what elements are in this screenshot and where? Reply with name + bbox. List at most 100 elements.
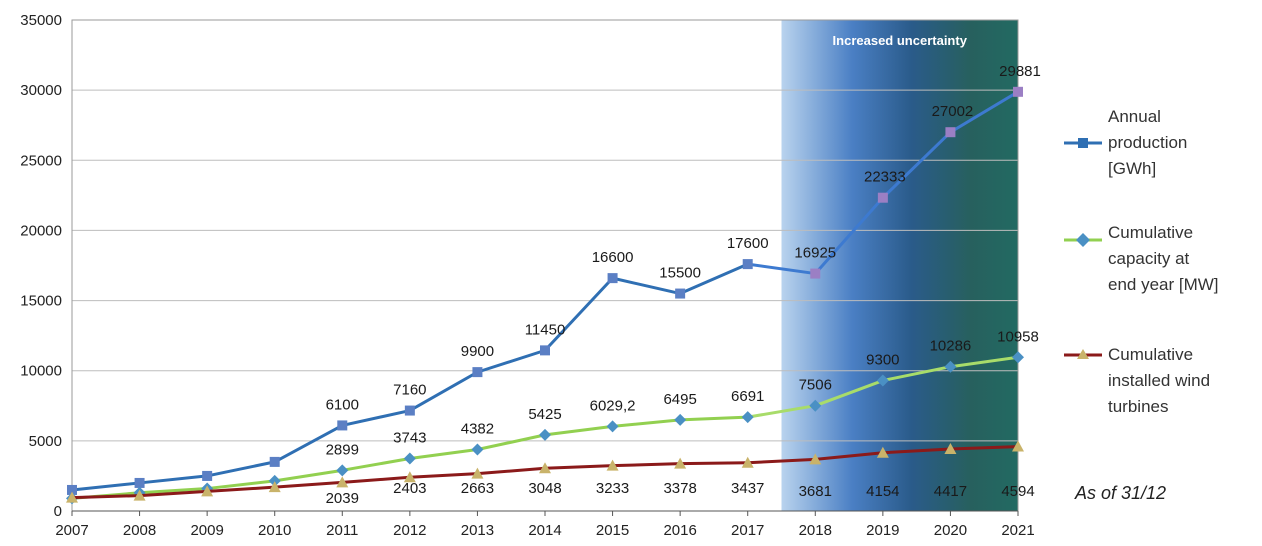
capacity-point-2014 [539,428,551,441]
turbines-label-2014: 3048 [528,480,561,497]
turbines-point-2013 [471,467,484,479]
turbines-segment-2013 [475,466,547,476]
turbines-segment-2011 [340,475,412,484]
capacity-segment-2016 [678,415,750,422]
capacity-segment-2014 [543,424,615,437]
production-point-2013 [472,367,483,378]
turbines-label-2020: 4417 [934,483,967,500]
production-point-2014 [540,345,550,356]
turbines-point-2019 [876,446,889,458]
legend-text-production-2: production [1108,133,1187,152]
turbines-point-2015 [606,459,619,471]
capacity-segment-2017 [746,404,817,419]
production-label-2012: 7160 [393,382,426,399]
production-point-2015 [607,273,618,284]
x-tick-2017: 2017 [731,522,764,539]
production-segment-2014 [543,276,615,352]
legend-text-turbines-2: installed wind [1108,371,1210,390]
capacity-segment-2009 [205,479,277,491]
capacity-point-2016 [674,413,687,426]
legend-entry-production: Annual production [GWh] [1064,107,1187,178]
production-segment-2008 [138,474,209,485]
x-tick-2013: 2013 [461,522,494,539]
capacity-label-2017: 6691 [731,388,764,405]
turbines-label-2013: 2663 [461,480,494,497]
turbines-point-2017 [741,456,754,468]
capacity-label-2012: 3743 [393,429,426,446]
production-label-2015: 16600 [592,249,634,266]
capacity-point-2015 [606,420,619,433]
x-tick-2021: 2021 [1001,522,1034,539]
production-label-2020: 27002 [932,103,974,120]
production-point-2007 [67,484,77,495]
x-tick-2020: 2020 [934,522,967,539]
x-tick-2010: 2010 [258,522,291,539]
turbines-point-2021 [1012,440,1024,452]
y-tick-15000: 15000 [20,293,62,310]
y-tick-20000: 20000 [20,222,62,239]
legend-entry-turbines: Cumulative installed wind turbines [1064,345,1210,416]
legend-marker-capacity [1076,233,1090,247]
y-tick-0: 0 [54,503,62,520]
turbines-point-2012 [403,471,416,483]
turbines-segment-2015 [611,462,682,468]
production-segment-2013 [475,348,547,374]
production-label-2014: 11450 [525,321,566,338]
capacity-label-2013: 4382 [461,421,494,438]
capacity-label-2011: 2899 [326,441,359,458]
turbines-segment-2019 [881,447,952,455]
capacity-point-2013 [471,443,484,456]
capacity-label-2019: 9300 [866,352,899,369]
production-segment-2018 [813,196,885,276]
x-tick-2018: 2018 [799,522,832,539]
turbines-segment-2014 [543,464,615,470]
production-segment-2009 [205,460,277,478]
turbines-segment-2020 [948,445,1020,451]
turbines-point-2009 [201,485,214,497]
turbines-label-2019: 4154 [866,483,899,500]
x-tick-2016: 2016 [663,522,696,539]
capacity-segment-2010 [273,468,344,483]
production-point-2008 [134,477,145,488]
turbines-point-2016 [674,457,687,469]
capacity-point-2021 [1012,351,1024,364]
turbines-segment-2016 [678,461,750,466]
production-segment-2012 [408,370,479,413]
uncertainty-band-label: Increased uncertainty [833,33,968,48]
x-tick-2015: 2015 [596,522,629,539]
turbines-point-2020 [944,443,957,455]
x-tick-2009: 2009 [190,522,223,539]
turbines-point-2008 [133,489,146,501]
turbines-label-2016: 3378 [663,480,696,497]
turbines-label-2021: 4594 [1001,483,1034,500]
legend-text-turbines-1: Cumulative [1108,345,1193,364]
capacity-segment-2020 [948,355,1020,369]
capacity-segment-2011 [340,456,412,472]
production-label-2013: 9900 [461,343,494,360]
turbines-label-2017: 3437 [731,480,764,497]
capacity-label-2016: 6495 [663,391,696,408]
legend-entry-capacity: Cumulative capacity at end year [MW] [1064,223,1219,294]
capacity-label-2021: 10958 [997,328,1039,345]
x-tick-2014: 2014 [528,522,561,539]
y-tick-25000: 25000 [20,152,62,169]
production-point-2012 [404,405,415,416]
turbines-point-2011 [336,476,349,488]
production-segment-2015 [611,276,682,296]
as-of-note: As of 31/12 [1074,483,1166,503]
capacity-point-2020 [944,360,957,373]
turbines-point-2010 [268,481,281,493]
capacity-point-2017 [741,411,754,424]
x-tick-2008: 2008 [123,522,156,539]
capacity-segment-2012 [408,448,479,460]
axes: 0 5000 10000 15000 20000 25000 30000 35000 2007 2… [20,12,1034,539]
turbines-segment-2017 [746,457,817,465]
turbines-point-2014 [539,462,551,474]
turbines-point-2007 [66,491,78,503]
capacity-label-2015: 6029,2 [590,397,636,414]
production-label-2018: 16925 [794,245,836,262]
production-segment-2010 [273,423,344,464]
x-tick-2012: 2012 [393,522,426,539]
production-point-2009 [202,470,213,481]
